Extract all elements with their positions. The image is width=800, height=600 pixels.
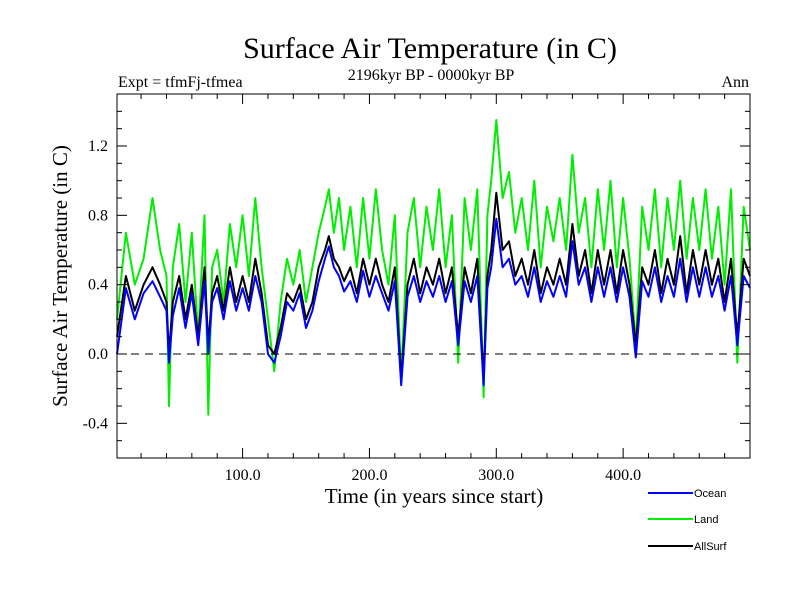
x-axis-label: Time (in years since start): [325, 484, 544, 508]
x-tick-label: 400.0: [605, 467, 641, 484]
plot-area: 100.0 200.0 300.0 400.0 -0.4 0.0 0.4 0.8 1.2: [83, 93, 751, 484]
y-tick-label: 0.0: [88, 346, 108, 363]
series-line-ocean: [116, 217, 751, 387]
legend-ocean-label: Ocean: [694, 488, 726, 500]
y-axis: -0.4 0.0 0.4 0.8 1.2: [83, 110, 750, 442]
series-layer: [116, 119, 751, 416]
x-tick-label: 200.0: [351, 467, 387, 484]
legend-allsurf-label: AllSurf: [694, 541, 727, 553]
plot-frame: [116, 93, 751, 459]
y-tick-label: 0.4: [88, 277, 108, 294]
y-tick-label: -0.4: [83, 415, 108, 432]
x-axis: 100.0 200.0 300.0 400.0: [140, 94, 726, 484]
y-axis-label: Surface Air Temperature (in C): [48, 145, 72, 407]
x-tick-label: 300.0: [478, 467, 514, 484]
season-label: Ann: [721, 74, 749, 91]
x-tick-label: 100.0: [225, 467, 261, 484]
chart-title: Surface Air Temperature (in C): [243, 32, 617, 65]
legend-land-label: Land: [694, 514, 718, 526]
legend: Ocean Land AllSurf: [648, 488, 727, 553]
y-tick-label: 0.8: [88, 207, 108, 224]
experiment-label: Expt = tfmFj-tfmea: [118, 74, 243, 91]
chart-subtitle: 2196kyr BP - 0000kyr BP: [348, 67, 515, 84]
y-tick-label: 1.2: [88, 138, 108, 155]
series-line-land: [116, 119, 751, 416]
series-line-allsurf: [116, 191, 751, 381]
